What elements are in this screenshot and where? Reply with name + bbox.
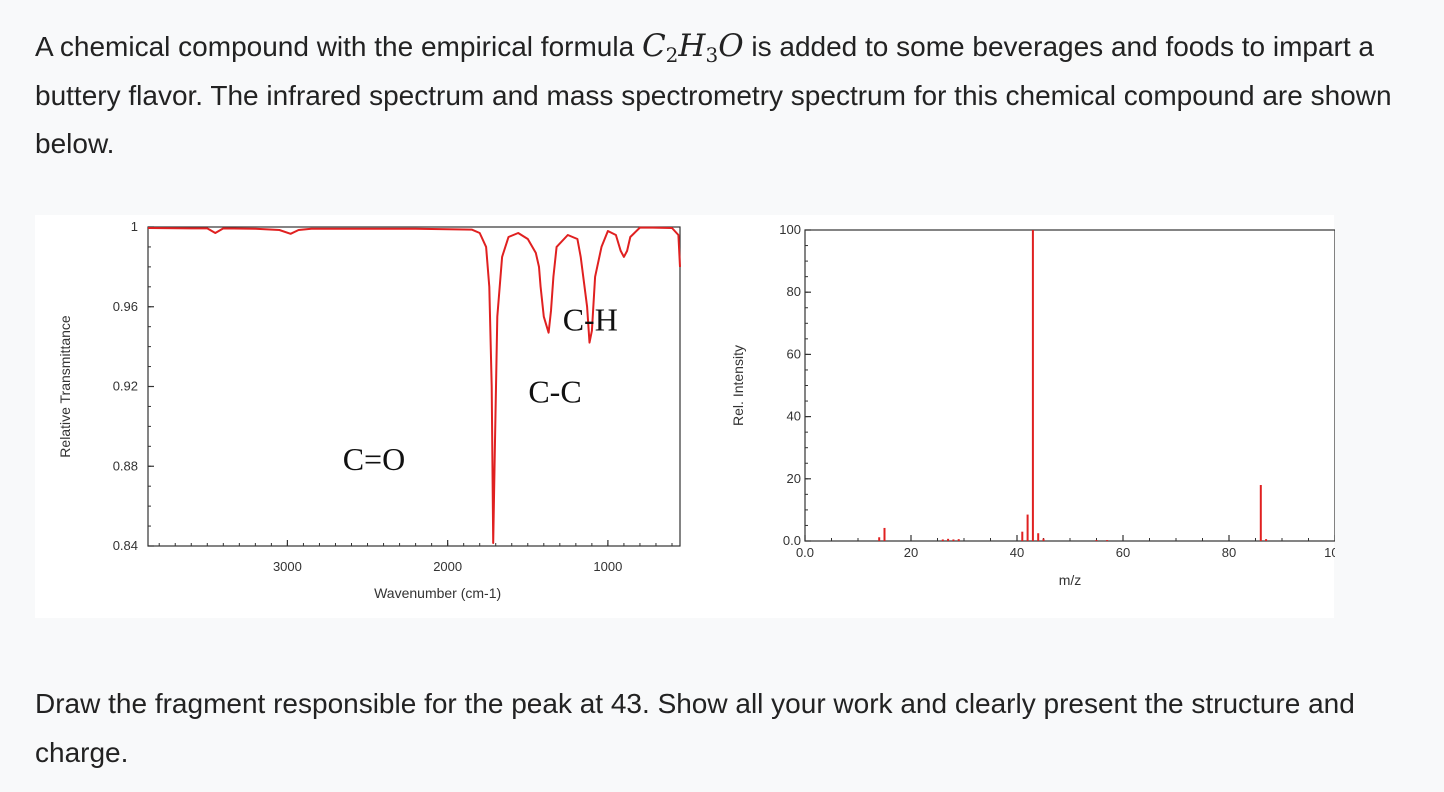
question-text: Draw the fragment responsible for the pe…	[35, 688, 1355, 768]
ir-x-axis-label: Wavenumber (cm-1)	[374, 585, 501, 601]
intro-text-before: A chemical compound with the empirical f…	[35, 31, 642, 62]
ir-band-label: C=O	[343, 441, 406, 477]
ms-y-tick-label: 0.0	[783, 533, 801, 548]
ir-band-label: C-H	[563, 302, 618, 338]
ir-y-axis-label: Relative Transmittance	[57, 315, 73, 458]
ms-y-axis-label: Rel. Intensity	[730, 345, 746, 426]
ms-y-tick-label: 100	[779, 222, 801, 237]
ir-x-tick-label: 1000	[593, 559, 622, 574]
formula-carbon: C	[641, 28, 666, 64]
ms-y-tick-label: 60	[787, 346, 801, 361]
ms-x-tick-label: 20	[904, 545, 918, 560]
ir-y-tick-label: 0.92	[113, 379, 138, 394]
ir-y-tick-label: 0.88	[113, 458, 138, 473]
ms-x-axis-label: m/z	[1059, 572, 1082, 588]
formula-hydrogen: H	[678, 28, 706, 64]
ms-y-tick-label: 80	[787, 284, 801, 299]
ir-x-tick-label: 3000	[273, 559, 302, 574]
formula-hydrogen-count: 3	[705, 43, 719, 67]
ms-x-tick-label: 100	[1324, 545, 1335, 560]
ir-band-label: C-C	[528, 373, 581, 409]
ir-y-tick-label: 0.84	[113, 538, 138, 553]
formula-carbon-count: 2	[665, 43, 679, 67]
ir-y-tick-label: 0.96	[113, 299, 138, 314]
ms-y-tick-label: 40	[787, 409, 801, 424]
intro-paragraph: A chemical compound with the empirical f…	[35, 22, 1415, 169]
spectra-figure: 3000 2000 1000 1 0.96 0.92 0.88 0.84 Wavenumber …	[35, 215, 1335, 618]
ir-spectrum-chart: 3000 2000 1000 1 0.96 0.92 0.88 0.84 Wavenumber …	[57, 219, 681, 601]
ms-x-tick-label: 40	[1010, 545, 1024, 560]
ms-x-tick-label: 80	[1222, 545, 1236, 560]
ir-plot-frame	[147, 226, 681, 547]
intro-text-after: is added to some beverages and foods to …	[35, 31, 1392, 159]
ir-y-tick-label: 1	[131, 219, 138, 234]
ms-plot-frame	[804, 229, 1335, 542]
formula-oxygen: O	[718, 28, 744, 64]
empirical-formula: C2H3O	[641, 28, 744, 67]
ms-x-tick-label: 0.0	[796, 545, 814, 560]
ir-spectrum-line	[147, 226, 681, 544]
ir-x-tick-label: 2000	[433, 559, 462, 574]
ms-x-tick-label: 60	[1116, 545, 1130, 560]
ms-y-tick-label: 20	[787, 471, 801, 486]
mass-spectrum-chart: 0.0 20 40 60 80 100 0.0 20 40 60 80 100 m/z Rel. Inte…	[730, 222, 1335, 588]
